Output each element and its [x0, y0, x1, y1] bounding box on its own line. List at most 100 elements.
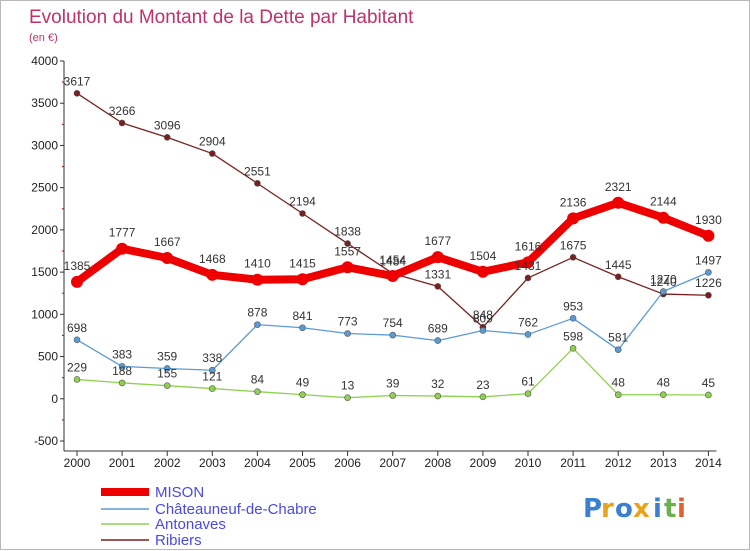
logo-letter: i [677, 494, 686, 524]
data-point-chateauneuf-de-chabre [659, 288, 667, 295]
x-tick-label: 2003 [199, 456, 226, 470]
data-point-mison [296, 273, 309, 286]
data-label-antonaves: 32 [431, 377, 445, 391]
data-point-antonaves [569, 344, 577, 352]
legend-label: Antonaves [155, 516, 226, 533]
y-unit-label: (en €) [29, 32, 58, 44]
data-label-mison: 1777 [109, 226, 136, 240]
data-point-chateauneuf-de-chabre [434, 337, 442, 344]
y-tick-label: -500 [34, 434, 58, 448]
data-point-mison [386, 269, 399, 282]
data-point-chateauneuf-de-chabre [299, 324, 306, 332]
data-label-mison: 1410 [244, 257, 271, 271]
data-point-ribiers [569, 254, 577, 261]
data-point-mison [71, 275, 83, 288]
legend-label: Châteauneuf-de-Chabre [155, 501, 317, 518]
data-label-chateauneuf-de-chabre: 762 [518, 315, 538, 329]
data-point-chateauneuf-de-chabre [344, 330, 351, 337]
data-label-chateauneuf-de-chabre: 1270 [650, 273, 677, 287]
data-point-ribiers [524, 274, 532, 282]
data-point-chateauneuf-de-chabre [209, 366, 216, 374]
data-label-ribiers: 2194 [289, 195, 316, 209]
data-label-antonaves: 49 [296, 376, 310, 390]
data-point-mison [702, 229, 715, 242]
data-label-ribiers: 1484 [379, 254, 406, 268]
legend: MISONChâteauneuf-de-ChabreAntonavesRibie… [101, 484, 317, 549]
x-tick-label: 2014 [695, 456, 722, 470]
y-tick-label: 500 [38, 350, 58, 364]
y-tick-label: 3000 [31, 138, 58, 152]
data-label-ribiers: 1226 [695, 276, 722, 290]
data-label-antonaves: 188 [112, 364, 132, 378]
x-tick-label: 2001 [109, 456, 136, 470]
data-label-chateauneuf-de-chabre: 359 [157, 349, 177, 363]
series-layer [71, 90, 715, 401]
data-point-antonaves [479, 393, 487, 401]
data-point-chateauneuf-de-chabre [479, 327, 487, 334]
x-tick-label: 2010 [515, 456, 542, 470]
data-label-mison: 2136 [560, 195, 587, 209]
x-tick-label: 2002 [154, 456, 181, 470]
x-tick-label: 2004 [244, 456, 271, 470]
x-tick-label: 2013 [650, 456, 677, 470]
data-label-antonaves: 61 [521, 375, 535, 389]
data-point-ribiers [254, 180, 261, 187]
data-label-chateauneuf-de-chabre: 953 [563, 299, 583, 313]
data-point-mison [206, 268, 219, 281]
data-label-ribiers: 1445 [605, 258, 632, 272]
data-point-chateauneuf-de-chabre [569, 315, 577, 322]
data-label-chateauneuf-de-chabre: 383 [112, 347, 132, 361]
data-point-antonaves [434, 392, 442, 400]
data-label-mison: 1667 [154, 235, 181, 249]
x-tick-label: 2007 [379, 456, 406, 470]
data-label-ribiers: 848 [473, 308, 493, 322]
data-label-antonaves: 13 [341, 379, 355, 393]
legend-label: Ribiers [155, 532, 202, 549]
data-point-antonaves [614, 391, 622, 399]
x-tick-label: 2008 [424, 456, 451, 470]
logo-letter: P [583, 494, 602, 524]
x-tick-label: 2012 [605, 456, 632, 470]
data-point-mison [116, 242, 129, 255]
data-label-mison: 1930 [695, 213, 722, 227]
data-label-chateauneuf-de-chabre: 581 [608, 331, 628, 345]
logo-letter: t [664, 494, 676, 524]
logo-letter: r [601, 494, 614, 524]
legend-label: MISON [155, 484, 204, 501]
data-label-ribiers: 3266 [109, 104, 136, 118]
data-label-mison: 1468 [199, 252, 226, 266]
data-label-ribiers: 2551 [244, 164, 271, 178]
data-point-mison [657, 211, 670, 224]
y-tick-label: 0 [51, 392, 58, 406]
data-point-antonaves [524, 390, 532, 397]
data-label-chateauneuf-de-chabre: 338 [202, 351, 222, 365]
data-point-ribiers [73, 90, 81, 97]
data-point-antonaves [73, 376, 81, 383]
axes: 4000 3500 3000 2500 2000 1500 1000 500 0 -500 2000… [31, 54, 722, 470]
data-point-ribiers [118, 119, 126, 127]
data-label-chateauneuf-de-chabre: 698 [67, 321, 87, 335]
data-point-ribiers [705, 291, 712, 299]
logo-letter: o [615, 494, 633, 524]
data-label-mison: 1677 [424, 234, 451, 248]
data-label-ribiers: 3096 [154, 118, 181, 132]
data-label-mison: 1415 [289, 256, 316, 270]
data-point-mison [251, 273, 264, 286]
data-label-ribiers: 1240 [650, 275, 677, 289]
y-tick-label: 1500 [31, 265, 58, 279]
data-label-chateauneuf-de-chabre: 773 [338, 315, 358, 329]
data-label-ribiers: 1331 [424, 267, 451, 281]
y-tick-label: 3500 [31, 96, 58, 110]
logo-letter: x [633, 494, 650, 524]
data-point-ribiers [299, 210, 306, 217]
data-point-ribiers [163, 134, 171, 141]
chart-title: Evolution du Montant de la Dette par Hab… [29, 7, 414, 28]
data-label-chateauneuf-de-chabre: 754 [383, 316, 403, 330]
data-label-antonaves: 39 [386, 376, 400, 390]
data-point-mison [522, 256, 534, 269]
data-label-ribiers: 1838 [334, 225, 361, 239]
data-point-chateauneuf-de-chabre [163, 365, 171, 372]
data-point-mison [476, 265, 489, 278]
data-label-antonaves: 48 [612, 376, 626, 390]
